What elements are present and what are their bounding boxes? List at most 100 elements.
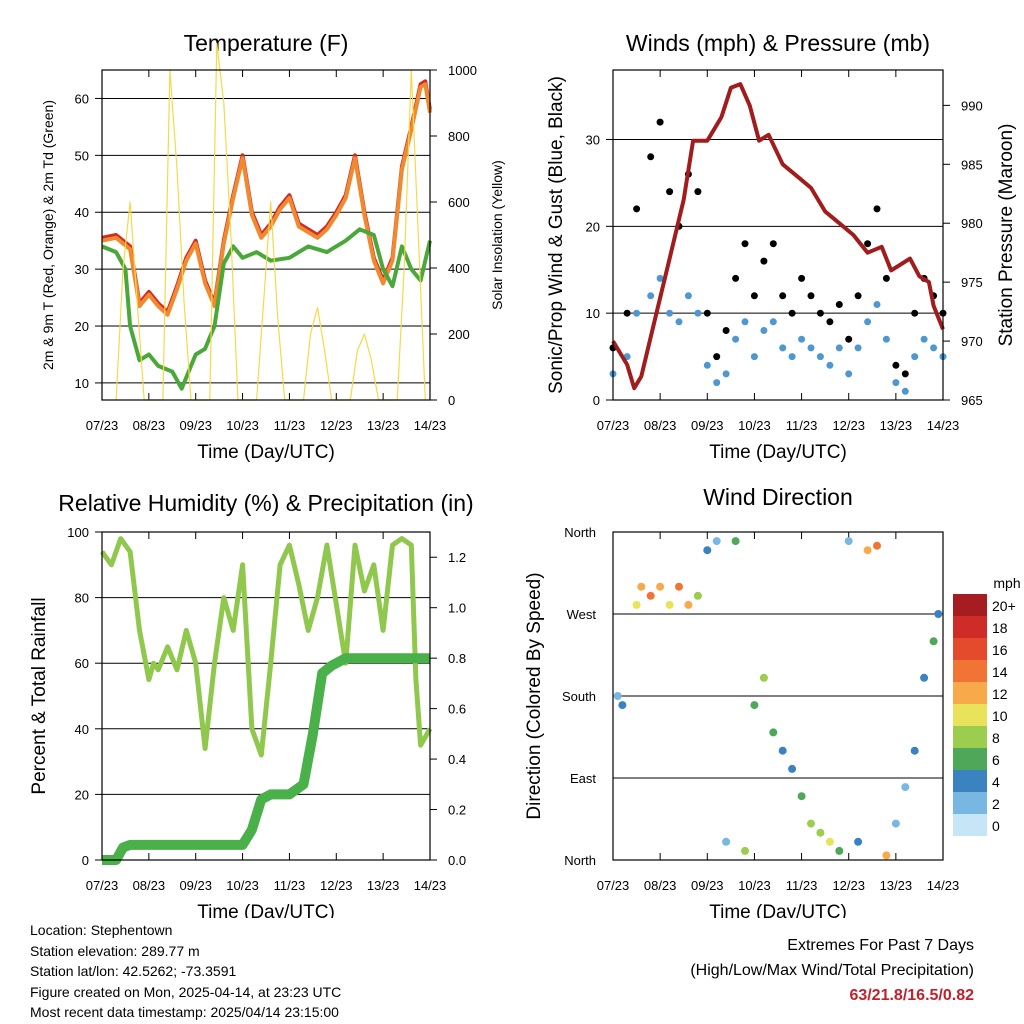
chart-series-group [613,537,943,860]
x-tick-label: 12/23 [832,418,865,433]
data-point [920,673,929,682]
x-tick-label: 11/23 [274,418,306,433]
data-point [712,537,721,546]
data-point [646,591,655,600]
data-point [910,746,919,755]
data-point [694,309,702,317]
y-tick-label: 100 [67,525,89,540]
y-tick-label: 50 [75,148,89,163]
x-tick-label: 14/23 [927,418,960,433]
y-right-axis-label: Station Pressure (Maroon) [996,124,1017,347]
latlon-text: Station lat/lon: 42.5262; -73.3591 [30,963,237,979]
data-point [798,335,806,343]
data-point [844,537,853,546]
data-point [835,344,843,352]
data-point [891,819,900,828]
data-point [854,292,862,300]
x-tick-label: 14/23 [414,878,447,893]
x-tick-label: 14/23 [927,878,960,893]
x-tick-label: 11/23 [786,878,818,893]
y-right-tick-label: 0.6 [448,702,466,717]
chart-series-group [101,42,432,401]
chart-title: Temperature (F) [184,30,349,56]
data-point [901,387,909,395]
y-tick-label: South [562,689,596,704]
colorbar-swatch [953,660,987,682]
data-point [769,318,777,326]
y-right-tick-label: 0 [448,393,455,408]
data-point [797,792,806,801]
data-point [873,301,881,308]
y-tick-label: 10 [586,306,600,321]
y-right-tick-label: 0.8 [448,651,466,666]
data-point [825,837,834,846]
x-tick-label: 08/23 [644,418,677,433]
colorbar-swatch [953,770,987,792]
extremes-title: Extremes For Past 7 Days [787,937,974,954]
x-tick-label: 13/23 [367,418,400,433]
x-tick-label: 13/23 [880,878,913,893]
colorbar-swatch [953,726,987,748]
data-point [732,274,740,282]
y-right-tick-label: 800 [448,129,470,144]
data-point [863,546,872,555]
data-point [788,309,796,317]
y-tick-label: 20 [75,787,89,802]
y-right-tick-label: 965 [961,393,983,408]
chart-title: Relative Humidity (%) & Precipitation (i… [58,490,473,516]
data-point [741,240,749,248]
data-point [647,292,655,300]
x-tick-label: 11/23 [274,878,306,893]
data-point [684,292,692,300]
chart-series-group [609,82,947,395]
data-point [750,353,758,361]
data-point [675,582,683,591]
data-point [882,335,890,343]
y-right-tick-label: 0.4 [448,752,466,767]
data-point [769,728,778,737]
x-tick-label: 12/23 [832,878,865,893]
data-point [769,240,777,248]
colorbar-label: 18 [992,620,1008,636]
x-axis-label: Time (Day/UTC) [709,442,847,463]
data-point [882,274,890,282]
y-right-tick-label: 990 [961,98,983,113]
x-tick-label: 09/23 [179,878,212,893]
data-point [807,292,815,300]
x-tick-label: 08/23 [644,878,677,893]
colorbar-swatch [953,748,987,770]
x-axis-label: Time (Day/UTC) [197,902,335,918]
x-tick-label: 13/23 [880,418,913,433]
colorbar-label: 4 [992,774,1000,790]
y-tick-label: 0 [82,853,89,868]
x-tick-label: 07/23 [597,878,630,893]
extremes-subtitle: (High/Low/Max Wind/Total Precipitation) [690,962,974,979]
series-line-1 [102,653,430,865]
x-tick-label: 09/23 [691,878,724,893]
data-point [807,344,815,352]
data-point [892,379,900,387]
x-tick-label: 10/23 [226,878,259,893]
data-point [901,370,909,378]
data-point [693,591,702,600]
data-point [722,327,730,334]
chart-title: Winds (mph) & Pressure (mb) [626,30,930,56]
data-point [882,851,891,860]
data-point [873,541,881,550]
colorbar-label: 16 [992,642,1008,658]
data-point [647,153,655,161]
data-point [835,301,843,308]
data-point [788,764,797,773]
y-tick-label: 20 [75,319,89,334]
data-point [703,309,711,317]
y-tick-label: 30 [586,132,600,147]
data-point [665,600,674,609]
y-axis-label: Direction (Colored By Speed) [524,572,545,819]
data-point [750,701,759,710]
data-point [656,118,664,126]
data-point [854,344,862,352]
data-point [873,205,881,213]
x-tick-label: 10/23 [226,418,259,433]
data-point [845,335,853,343]
y-tick-label: East [570,771,596,786]
